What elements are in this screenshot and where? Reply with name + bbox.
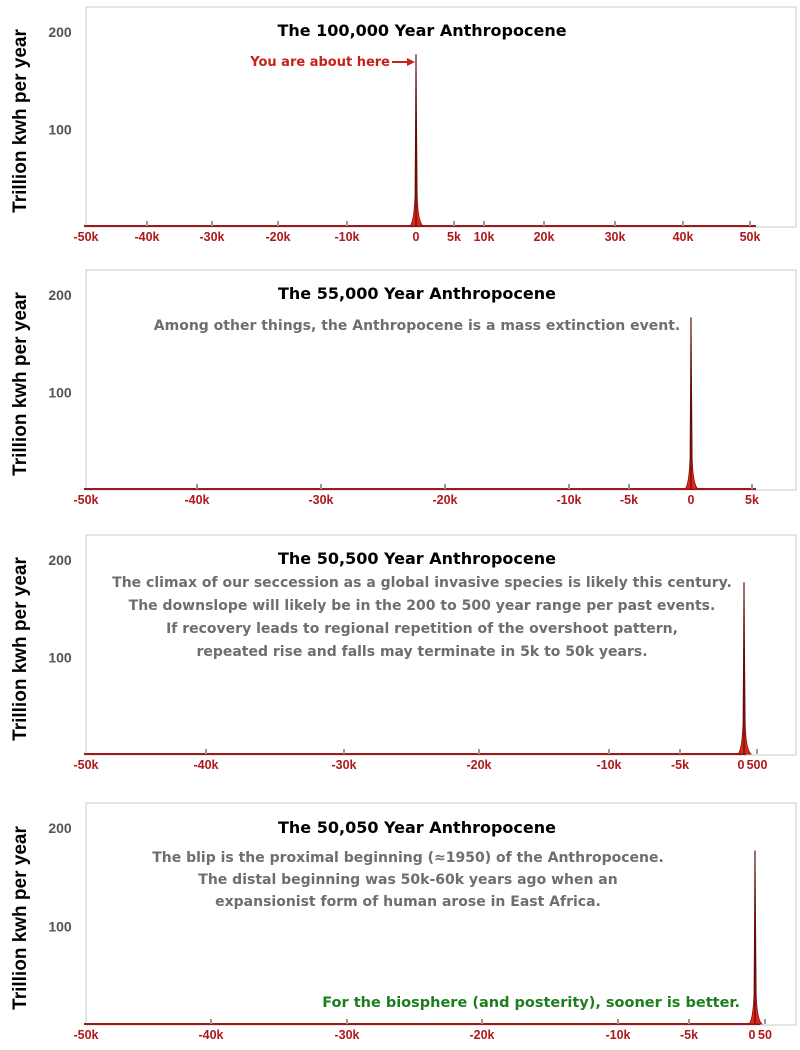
y-tick-label: 200 [48,24,72,40]
x-tick-label: -50k [73,1028,98,1042]
plot-frame [85,269,797,491]
note-line: Among other things, the Anthropocene is … [154,318,680,334]
note-line: The distal beginning was 50k-60k years a… [198,872,617,888]
x-tick-label: -40k [134,230,159,244]
plot-frame [85,6,797,228]
y-axis-label: Trillion kwh per year [10,826,31,1010]
x-tick-label: -30k [308,493,333,507]
chart-panel-3: 100 200 Trillion kwh per year -50k -40k -30k -… [10,534,797,772]
x-tick-label: -5k [680,1028,698,1042]
y-axis-label: Trillion kwh per year [10,29,31,213]
x-tick-label: 0 [738,758,745,772]
x-tick-label: -40k [184,493,209,507]
x-tick-label: 0 [688,493,695,507]
x-tick-label: 0 [749,1028,756,1042]
y-tick-label: 200 [48,820,72,836]
x-tick-label: -5k [671,758,689,772]
x-tick-label: -10k [605,1028,630,1042]
x-tick-label: 30k [605,230,626,244]
chart-title: The 50,500 Year Anthropocene [278,549,556,568]
green-note: For the biosphere (and posterity), soone… [322,995,740,1011]
chart-panel-2: 100 200 Trillion kwh per year -50k -40k -30k -… [10,269,797,507]
chart-panel-1: 100 200 Trillion kwh per year -50k -40k -30k -… [10,6,797,244]
x-tick-label: 500 [747,758,768,772]
x-tick-label: -50k [73,493,98,507]
chart-panel-4: 100 200 Trillion kwh per year -50k -40k -30k -… [10,802,797,1042]
chart-title: The 100,000 Year Anthropocene [277,21,566,40]
x-tick-label: -10k [334,230,359,244]
note-line: expansionist form of human arose in East… [215,894,601,910]
x-tick-label: -20k [265,230,290,244]
x-tick-label: 40k [673,230,694,244]
y-axis-label: Trillion kwh per year [10,557,31,741]
x-tick-label: -40k [198,1028,223,1042]
y-tick-label: 100 [48,650,72,666]
annotation-arrowhead [407,58,415,66]
x-tick-label: 50k [740,230,761,244]
note-line: The downslope will likely be in the 200 … [129,598,716,614]
note-line: The climax of our seccession as a global… [112,575,732,591]
y-tick-label: 200 [48,552,72,568]
x-tick-label: 10k [474,230,495,244]
x-tick-label: -40k [193,758,218,772]
x-tick-label: -30k [199,230,224,244]
y-axis-label: Trillion kwh per year [10,292,31,476]
note-line: The blip is the proximal beginning (≈195… [152,850,664,866]
chart-title: The 50,050 Year Anthropocene [278,818,556,837]
x-tick-label: -30k [331,758,356,772]
y-tick-label: 100 [48,385,72,401]
x-tick-label: 5k [447,230,461,244]
x-tick-label: -10k [556,493,581,507]
y-tick-label: 100 [48,919,72,935]
x-tick-label: 0 [413,230,420,244]
chart-title: The 55,000 Year Anthropocene [278,284,556,303]
x-tick-label: 5k [745,493,759,507]
x-tick-label: -50k [73,230,98,244]
x-tick-label: 20k [534,230,555,244]
note-line: repeated rise and falls may terminate in… [196,644,647,660]
x-tick-label: -5k [620,493,638,507]
x-tick-label: -10k [596,758,621,772]
x-tick-label: -50k [73,758,98,772]
note-line: If recovery leads to regional repetition… [166,621,678,637]
x-tick-label: -30k [334,1028,359,1042]
y-tick-label: 100 [48,122,72,138]
x-tick-label: 50 [758,1028,772,1042]
y-tick-label: 200 [48,287,72,303]
x-tick-label: -20k [432,493,457,507]
x-tick-label: -20k [469,1028,494,1042]
x-tick-label: -20k [466,758,491,772]
annotation-label: You are about here [249,55,390,70]
